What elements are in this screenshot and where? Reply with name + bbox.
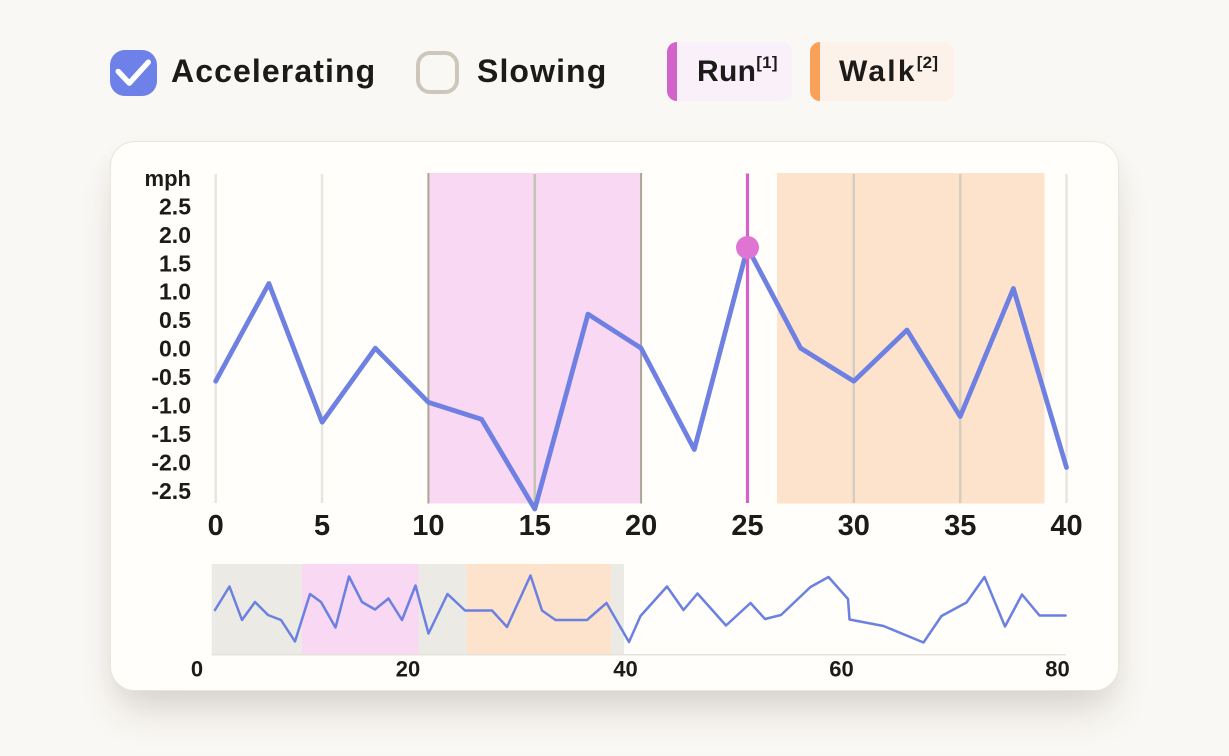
svg-text:40: 40 [1050,510,1082,542]
svg-text:2.5: 2.5 [159,193,191,219]
svg-text:40: 40 [613,657,637,682]
svg-text:-1.0: -1.0 [151,393,191,419]
svg-text:mph: mph [145,166,191,191]
svg-text:1.5: 1.5 [159,250,191,276]
svg-text:2.0: 2.0 [159,222,191,248]
svg-text:-2.0: -2.0 [151,449,191,475]
svg-text:15: 15 [519,510,551,542]
svg-text:80: 80 [1045,657,1069,682]
svg-text:20: 20 [396,657,420,682]
svg-text:20: 20 [625,510,657,542]
svg-text:0: 0 [191,657,203,682]
svg-text:0.5: 0.5 [159,307,191,333]
svg-text:1.0: 1.0 [159,279,191,305]
svg-text:0: 0 [208,510,224,542]
svg-text:10: 10 [412,510,444,542]
svg-text:-1.5: -1.5 [151,421,191,447]
svg-text:30: 30 [838,510,870,542]
svg-text:35: 35 [944,510,976,542]
svg-text:-0.5: -0.5 [151,364,191,390]
svg-text:0.0: 0.0 [159,336,191,362]
svg-text:-2.5: -2.5 [151,478,191,504]
svg-text:60: 60 [829,657,853,682]
svg-text:5: 5 [314,510,330,542]
svg-text:25: 25 [731,510,763,542]
